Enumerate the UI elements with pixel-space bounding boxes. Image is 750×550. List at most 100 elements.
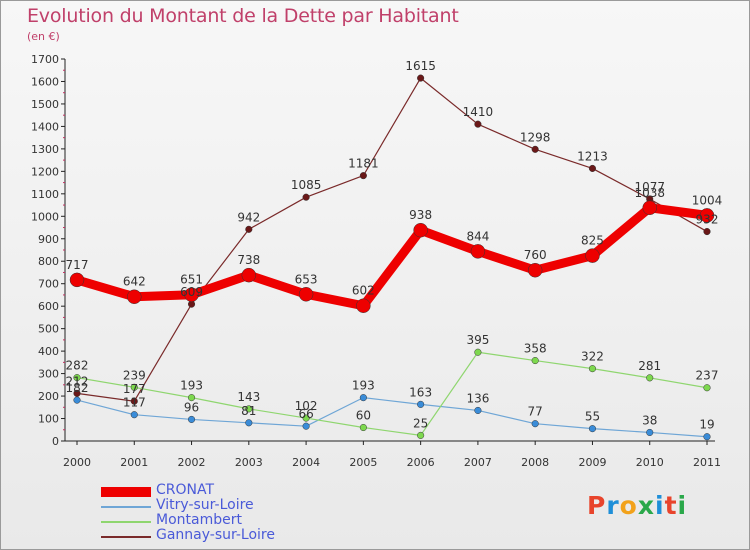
- data-label: 942: [237, 210, 260, 224]
- data-point: [646, 428, 654, 437]
- data-point: [474, 120, 482, 128]
- data-label: 117: [123, 396, 146, 410]
- y-tick-label: 900: [38, 233, 59, 246]
- data-label: 1181: [348, 157, 379, 171]
- data-point: [646, 374, 654, 382]
- data-point: [302, 193, 310, 201]
- data-label: 81: [241, 404, 256, 418]
- y-tick-label: 800: [38, 255, 59, 268]
- data-point: [531, 420, 539, 428]
- x-tick-label: 2005: [349, 456, 377, 469]
- y-tick-label: 1600: [31, 75, 59, 88]
- data-label: 25: [413, 416, 428, 430]
- legend-swatch: [101, 521, 151, 523]
- data-point: [474, 406, 482, 414]
- data-point: [127, 289, 142, 304]
- data-label: 182: [66, 381, 89, 395]
- data-label: 358: [524, 342, 547, 356]
- y-tick-label: 100: [38, 413, 59, 426]
- y-tick-label: 0: [52, 435, 59, 448]
- legend-swatch: [101, 506, 151, 508]
- data-label: 395: [466, 333, 489, 347]
- data-label: 212: [66, 374, 89, 388]
- legend-swatch: [101, 487, 151, 497]
- y-tick-label: 1300: [31, 143, 59, 156]
- data-point: [417, 431, 425, 439]
- legend-swatch: [101, 536, 151, 538]
- data-point: [245, 225, 253, 233]
- y-tick-label: 300: [38, 368, 59, 381]
- data-label: 1615: [405, 59, 436, 73]
- data-label: 55: [585, 410, 600, 424]
- x-tick-label: 2010: [636, 456, 664, 469]
- data-label: 938: [409, 208, 432, 222]
- legend-label: Montambert: [156, 512, 242, 528]
- data-label: 651: [180, 273, 203, 287]
- legend-item: Montambert: [101, 512, 321, 530]
- data-label: 60: [356, 409, 371, 423]
- data-label: 1213: [577, 149, 608, 163]
- data-label: 760: [524, 248, 547, 262]
- data-point: [184, 287, 199, 302]
- legend-item: CRONAT: [101, 482, 321, 500]
- data-point: [187, 394, 196, 402]
- y-tick-label: 1700: [31, 53, 59, 66]
- legend-item: Gannay-sur-Loire: [101, 527, 321, 545]
- data-label: 602: [352, 284, 375, 298]
- x-tick-label: 2004: [292, 456, 320, 469]
- data-label: 66: [298, 407, 313, 421]
- data-label: 193: [180, 379, 203, 393]
- data-label: 1004: [692, 193, 723, 207]
- y-tick-label: 600: [38, 300, 59, 313]
- series-line: [76, 77, 708, 402]
- proxiti-logo: Proxiti: [587, 491, 687, 520]
- x-tick-label: 2009: [578, 456, 606, 469]
- data-point: [699, 208, 715, 223]
- legend-label: Gannay-sur-Loire: [156, 527, 275, 543]
- data-label: 1085: [291, 178, 322, 192]
- data-point: [302, 414, 310, 422]
- logo-letter: r: [606, 491, 620, 520]
- data-label: 1038: [634, 186, 665, 200]
- data-point: [588, 164, 597, 172]
- data-label: 1077: [634, 180, 665, 194]
- logo-letter: x: [637, 491, 655, 520]
- data-label: 239: [123, 368, 146, 382]
- data-label: 143: [237, 390, 260, 404]
- x-tick-label: 2000: [63, 456, 91, 469]
- y-tick-label: 1400: [31, 120, 59, 133]
- data-label: 282: [66, 359, 89, 373]
- data-point: [73, 396, 81, 404]
- chart-title: Evolution du Montant de la Dette par Hab…: [27, 5, 459, 27]
- x-tick-label: 2002: [178, 456, 206, 469]
- data-point: [359, 423, 367, 432]
- legend-label: Vitry-sur-Loire: [156, 497, 254, 513]
- data-point: [585, 248, 600, 263]
- data-label: 1410: [463, 105, 494, 119]
- data-label: 609: [180, 285, 203, 299]
- legend-label: CRONAT: [156, 482, 215, 498]
- data-label: 163: [409, 385, 432, 399]
- series-line: [72, 203, 712, 311]
- data-point: [245, 405, 253, 413]
- logo-letter: i: [677, 491, 688, 520]
- y-tick-label: 400: [38, 345, 59, 358]
- data-point: [474, 348, 482, 356]
- data-point: [359, 172, 367, 180]
- logo-letter: o: [619, 491, 638, 520]
- data-point: [417, 74, 425, 82]
- data-point: [130, 383, 138, 391]
- data-label: 844: [466, 229, 489, 243]
- series-line: [76, 397, 708, 438]
- data-label: 237: [696, 369, 719, 383]
- y-tick-label: 1200: [31, 165, 59, 178]
- x-tick-label: 2003: [235, 456, 263, 469]
- chart-subtitle: (en €): [27, 30, 60, 43]
- data-label: 825: [581, 234, 604, 248]
- data-label: 19: [699, 418, 714, 432]
- data-point: [359, 394, 367, 402]
- data-point: [130, 397, 138, 405]
- data-point: [417, 400, 425, 408]
- data-label: 738: [237, 253, 260, 267]
- data-label: 653: [295, 272, 318, 286]
